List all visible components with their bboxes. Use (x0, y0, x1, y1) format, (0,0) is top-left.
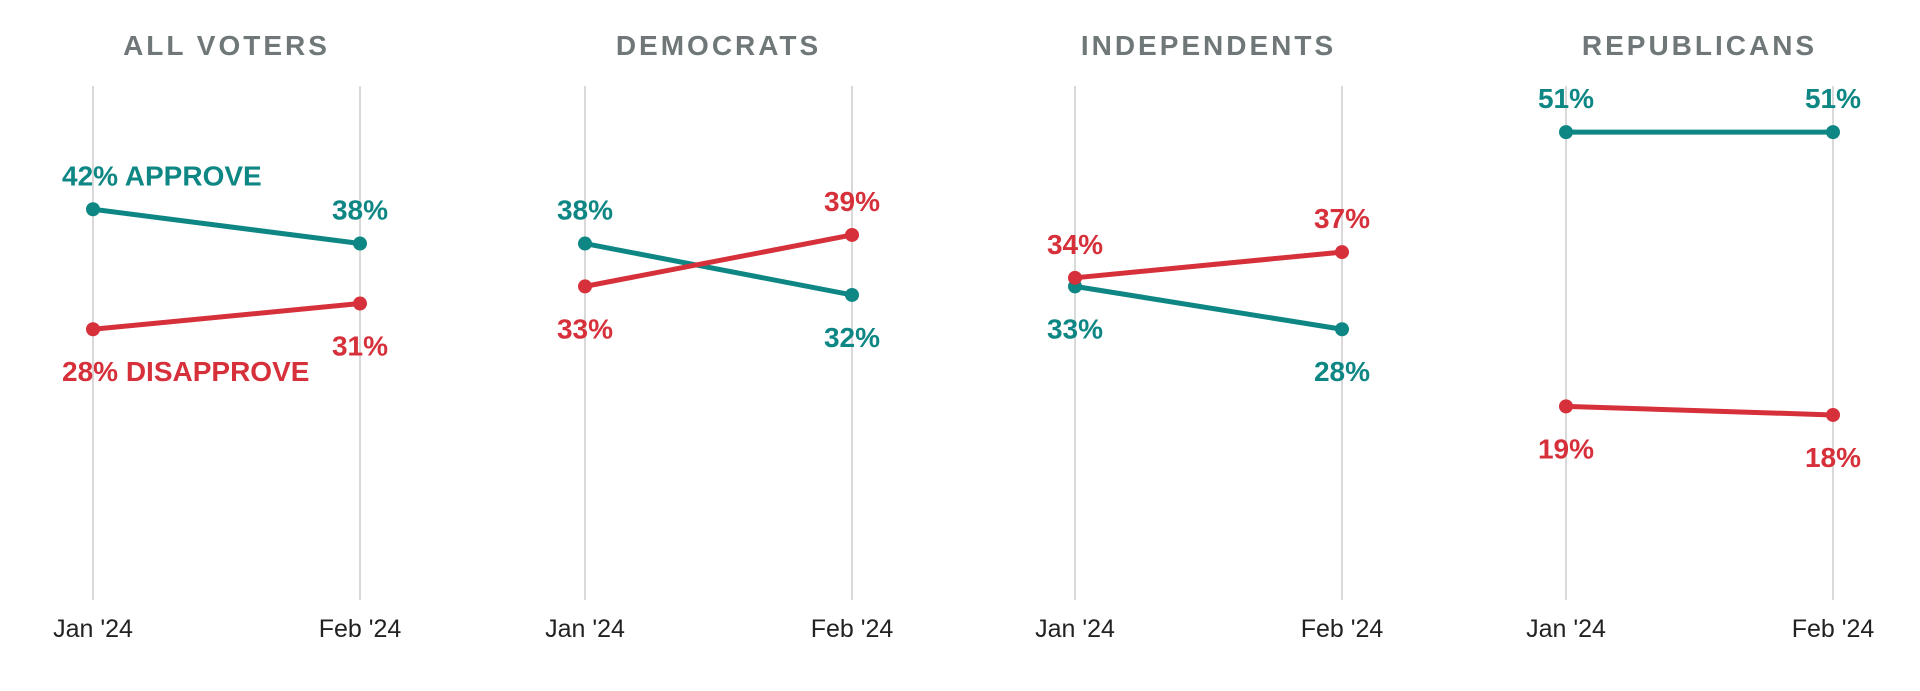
data-label-approve-democrats-1: 32% (824, 322, 880, 353)
x-tick-label-republicans-1: Feb '24 (1792, 615, 1875, 643)
point-disapprove-all-voters-0 (86, 322, 100, 337)
panel-all-voters: ALL VOTERS Jan '24 Feb '24 42% APPROVE 38% 28… (53, 30, 401, 643)
x-tick-label-independents-0: Jan '24 (1035, 615, 1115, 643)
series-line-approve-independents (1072, 283, 1345, 332)
data-label-disapprove-all-voters-0: 28% DISAPPROVE (62, 356, 309, 387)
data-label-disapprove-republicans-0: 19% (1538, 433, 1594, 464)
data-label-approve-democrats-0: 38% (557, 195, 613, 226)
point-disapprove-democrats-0 (578, 279, 592, 294)
point-approve-democrats-0 (578, 236, 592, 251)
data-label-disapprove-independents-0: 34% (1047, 229, 1103, 260)
data-label-disapprove-democrats-0: 33% (557, 313, 613, 344)
panel-democrats: DEMOCRATS Jan '24 Feb '24 38% 32% 33% 39% (545, 30, 893, 643)
series-line-disapprove-independents (1072, 249, 1345, 281)
panel-title-independents: INDEPENDENTS (1081, 30, 1336, 61)
data-label-approve-all-voters-0: 42% APPROVE (62, 160, 262, 191)
data-label-disapprove-all-voters-1: 31% (332, 331, 388, 362)
point-disapprove-republicans-0 (1559, 399, 1573, 414)
x-tick-label-all-voters-1: Feb '24 (319, 615, 402, 643)
series-line-disapprove-republicans (1563, 403, 1836, 418)
panel-title-democrats: DEMOCRATS (616, 30, 821, 61)
x-tick-label-democrats-1: Feb '24 (811, 615, 894, 643)
point-approve-independents-1 (1335, 322, 1349, 337)
data-label-approve-republicans-0: 51% (1538, 83, 1594, 114)
point-approve-democrats-1 (845, 287, 859, 302)
data-label-approve-republicans-1: 51% (1805, 83, 1861, 114)
series-line-disapprove-democrats (582, 232, 855, 289)
panel-independents: INDEPENDENTS Jan '24 Feb '24 33% 28% 34% 37% (1035, 30, 1383, 643)
x-tick-label-independents-1: Feb '24 (1301, 615, 1384, 643)
data-label-disapprove-democrats-1: 39% (824, 186, 880, 217)
point-approve-republicans-1 (1826, 125, 1840, 140)
data-label-approve-independents-0: 33% (1047, 313, 1103, 344)
data-label-disapprove-independents-1: 37% (1314, 203, 1370, 234)
series-line-approve-all-voters (90, 206, 363, 247)
point-approve-all-voters-0 (86, 202, 100, 217)
series-line-disapprove-all-voters (90, 301, 363, 332)
data-label-disapprove-republicans-1: 18% (1805, 442, 1861, 473)
x-tick-label-republicans-0: Jan '24 (1526, 615, 1606, 643)
point-disapprove-independents-0 (1068, 270, 1082, 285)
point-disapprove-democrats-1 (845, 227, 859, 242)
point-disapprove-all-voters-1 (353, 296, 367, 311)
data-label-approve-independents-1: 28% (1314, 356, 1370, 387)
point-approve-all-voters-1 (353, 236, 367, 251)
data-label-approve-all-voters-1: 38% (332, 195, 388, 226)
point-disapprove-republicans-1 (1826, 407, 1840, 422)
point-disapprove-independents-1 (1335, 245, 1349, 260)
panel-title-republicans: REPUBLICANS (1582, 30, 1817, 61)
panel-republicans: REPUBLICANS Jan '24 Feb '24 51% 51% 19% 18% (1526, 30, 1874, 643)
series-line-approve-democrats (582, 241, 855, 298)
panel-title-all-voters: ALL VOTERS (123, 30, 330, 61)
x-tick-label-democrats-0: Jan '24 (545, 615, 625, 643)
point-approve-republicans-0 (1559, 125, 1573, 140)
x-tick-label-all-voters-0: Jan '24 (53, 615, 133, 643)
